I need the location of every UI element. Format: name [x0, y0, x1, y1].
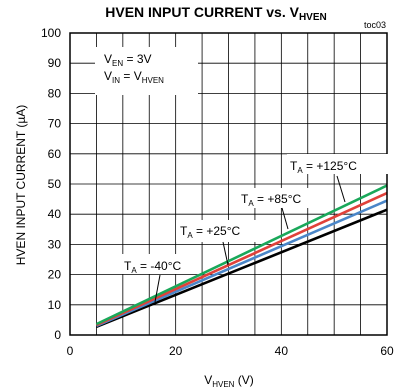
condition-ven: VEN = 3V: [104, 52, 152, 68]
y-tick-label: 0: [54, 328, 61, 342]
y-tick-label: 100: [41, 26, 61, 40]
y-axis-ticks: 0 10 20 30 40 50 60 70 80 90 100: [41, 26, 61, 342]
x-tick-label: 20: [169, 344, 183, 358]
label-minus40c: TA = -40°C: [124, 259, 182, 275]
y-tick-label: 30: [48, 237, 62, 251]
series-line: [95, 184, 388, 326]
series-line: [95, 208, 388, 329]
label-25c: TA = +25°C: [180, 224, 241, 240]
arrow-minus40c: [154, 274, 161, 303]
series-lines: [95, 184, 388, 329]
arrow-125c: [336, 175, 346, 203]
y-tick-label: 80: [48, 86, 62, 100]
series-line: [95, 191, 388, 327]
y-tick-label: 70: [48, 117, 62, 131]
plot-frame: [69, 32, 388, 336]
y-axis-label: HVEN INPUT CURRENT (µA): [14, 105, 28, 265]
arrow-85c: [281, 207, 289, 230]
x-tick-label: 40: [275, 344, 289, 358]
y-tick-label: 20: [48, 268, 62, 282]
arrow-25c: [222, 241, 229, 266]
series-line: [95, 199, 388, 328]
x-axis-ticks: 0 20 40 60: [67, 344, 394, 358]
chart-title: HVEN INPUT CURRENT vs. VHVEN: [105, 4, 327, 23]
conditions-box: VEN = 3V VIN = VHVEN: [95, 47, 198, 95]
y-tick-label: 60: [48, 147, 62, 161]
label-85c: TA = +85°C: [241, 192, 302, 208]
condition-vin: VIN = VHVEN: [104, 69, 164, 85]
y-tick-label: 10: [48, 298, 62, 312]
x-tick-label: 0: [67, 344, 74, 358]
figure-reference: toc03: [364, 20, 386, 30]
x-axis-label: VHVEN (V): [204, 373, 254, 389]
y-tick-label: 90: [48, 56, 62, 70]
label-125c: TA = +125°C: [290, 159, 357, 175]
y-tick-label: 50: [48, 177, 62, 191]
y-tick-label: 40: [48, 207, 62, 221]
x-tick-label: 60: [380, 344, 394, 358]
series-labels: TA = +125°C TA = +85°C TA = +25°C TA = -…: [120, 154, 388, 303]
